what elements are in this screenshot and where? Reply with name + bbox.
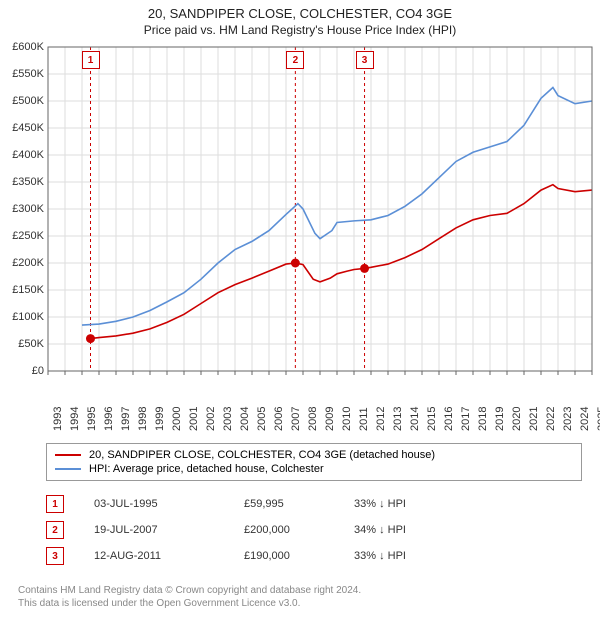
x-tick-label: 2016: [443, 407, 455, 431]
x-tick-label: 2007: [290, 407, 302, 431]
y-tick-label: £300K: [2, 203, 44, 215]
x-tick-label: 2004: [239, 407, 251, 431]
sale-marker-badge: 2: [286, 51, 304, 69]
y-tick-label: £600K: [2, 41, 44, 53]
sale-price: £59,995: [244, 498, 354, 510]
x-tick-label: 2005: [256, 407, 268, 431]
sale-badge: 1: [46, 495, 64, 513]
y-tick-label: £100K: [2, 311, 44, 323]
sale-hpi: 33% ↓ HPI: [354, 498, 474, 510]
y-tick-label: £250K: [2, 230, 44, 242]
sale-badge: 3: [46, 547, 64, 565]
y-tick-label: £350K: [2, 176, 44, 188]
chart-subtitle: Price paid vs. HM Land Registry's House …: [0, 23, 600, 37]
legend-item: 20, SANDPIPER CLOSE, COLCHESTER, CO4 3GE…: [55, 448, 573, 462]
legend-swatch: [55, 468, 81, 470]
x-tick-label: 2003: [222, 407, 234, 431]
x-tick-label: 2022: [545, 407, 557, 431]
sale-date: 19-JUL-2007: [94, 524, 244, 536]
y-tick-label: £150K: [2, 284, 44, 296]
legend-label: HPI: Average price, detached house, Colc…: [89, 463, 324, 475]
price-chart: 1 2 3 £0 £50K £100K £150K £200K £250K £300K £350K…: [0, 41, 600, 401]
x-tick-label: 2018: [477, 407, 489, 431]
x-tick-label: 2024: [579, 407, 591, 431]
x-tick-label: 2000: [171, 407, 183, 431]
footer-line: Contains HM Land Registry data © Crown c…: [18, 584, 582, 597]
x-tick-label: 2012: [375, 407, 387, 431]
x-tick-label: 2011: [358, 407, 370, 431]
x-tick-label: 2015: [426, 407, 438, 431]
y-tick-label: £500K: [2, 95, 44, 107]
sale-row: 2 19-JUL-2007 £200,000 34% ↓ HPI: [46, 517, 582, 543]
x-tick-label: 2001: [188, 407, 200, 431]
sale-price: £190,000: [244, 550, 354, 562]
x-tick-label: 2023: [562, 407, 574, 431]
x-tick-label: 1997: [120, 407, 132, 431]
x-tick-label: 2020: [511, 407, 523, 431]
legend: 20, SANDPIPER CLOSE, COLCHESTER, CO4 3GE…: [46, 443, 582, 481]
x-tick-label: 1993: [52, 407, 64, 431]
x-tick-label: 2002: [205, 407, 217, 431]
y-tick-label: £450K: [2, 122, 44, 134]
x-tick-label: 1994: [69, 407, 81, 431]
sale-row: 3 12-AUG-2011 £190,000 33% ↓ HPI: [46, 543, 582, 569]
legend-item: HPI: Average price, detached house, Colc…: [55, 462, 573, 476]
y-tick-label: £550K: [2, 68, 44, 80]
x-tick-label: 2025: [596, 407, 600, 431]
x-tick-label: 2014: [409, 407, 421, 431]
x-tick-label: 2017: [460, 407, 472, 431]
sale-hpi: 34% ↓ HPI: [354, 524, 474, 536]
y-tick-label: £50K: [2, 338, 44, 350]
x-tick-label: 2009: [324, 407, 336, 431]
chart-title: 20, SANDPIPER CLOSE, COLCHESTER, CO4 3GE: [0, 6, 600, 21]
legend-swatch: [55, 454, 81, 456]
x-tick-label: 2008: [307, 407, 319, 431]
y-tick-label: £0: [2, 365, 44, 377]
x-axis-labels: 1993 1994 1995 1996 1997 1998 1999 2000 2001 2002…: [0, 401, 600, 437]
chart-svg: [0, 41, 600, 401]
x-tick-label: 2010: [341, 407, 353, 431]
sale-date: 03-JUL-1995: [94, 498, 244, 510]
sale-date: 12-AUG-2011: [94, 550, 244, 562]
x-tick-label: 1999: [154, 407, 166, 431]
sale-marker-badge: 3: [356, 51, 374, 69]
legend-label: 20, SANDPIPER CLOSE, COLCHESTER, CO4 3GE…: [89, 449, 435, 461]
sale-marker-badge: 1: [82, 51, 100, 69]
x-tick-label: 1995: [86, 407, 98, 431]
x-tick-label: 1996: [103, 407, 115, 431]
x-tick-label: 2013: [392, 407, 404, 431]
y-tick-label: £400K: [2, 149, 44, 161]
x-tick-label: 1998: [137, 407, 149, 431]
sale-hpi: 33% ↓ HPI: [354, 550, 474, 562]
x-tick-label: 2006: [273, 407, 285, 431]
footer-line: This data is licensed under the Open Gov…: [18, 597, 582, 610]
sales-table: 1 03-JUL-1995 £59,995 33% ↓ HPI 2 19-JUL…: [46, 491, 582, 569]
sale-price: £200,000: [244, 524, 354, 536]
y-tick-label: £200K: [2, 257, 44, 269]
sale-badge: 2: [46, 521, 64, 539]
footer: Contains HM Land Registry data © Crown c…: [18, 579, 582, 610]
x-tick-label: 2021: [528, 407, 540, 431]
x-tick-label: 2019: [494, 407, 506, 431]
sale-row: 1 03-JUL-1995 £59,995 33% ↓ HPI: [46, 491, 582, 517]
